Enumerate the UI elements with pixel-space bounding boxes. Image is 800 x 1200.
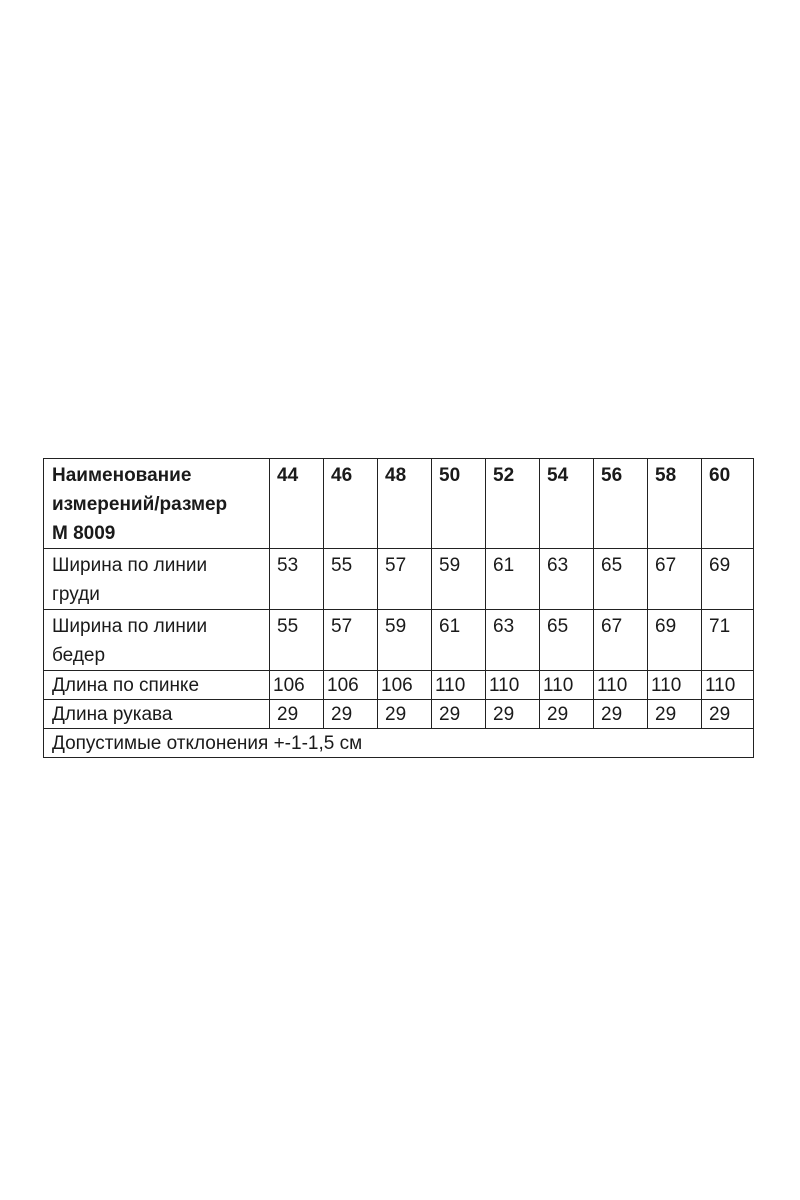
measurement-value-cell: 29 xyxy=(323,699,378,729)
measurement-label-line: Ширина по линии xyxy=(52,555,208,576)
measurement-label-line: бедер xyxy=(52,645,106,666)
measurement-value-cell: 110 xyxy=(647,670,702,700)
measurement-value-cell: 29 xyxy=(539,699,594,729)
measurement-label-line: груди xyxy=(52,584,100,605)
size-header-cell: 56 xyxy=(593,458,648,549)
footer-row: Допустимые отклонения +-1-1,5 см xyxy=(43,728,754,758)
size-header-cell: 60 xyxy=(701,458,754,549)
measurement-value-cell: 106 xyxy=(323,670,378,700)
size-header-cell: 48 xyxy=(377,458,432,549)
measurement-value-cell: 59 xyxy=(431,548,486,610)
header-label-line: измерений/размер xyxy=(52,494,228,515)
measurement-value-cell: 106 xyxy=(269,670,324,700)
measurement-value-cell: 65 xyxy=(593,548,648,610)
measurement-value-cell: 106 xyxy=(377,670,432,700)
measurement-row: Ширина по линии бедер 55 57 59 61 63 65 67 69 71 xyxy=(43,609,754,671)
measurement-value-cell: 29 xyxy=(647,699,702,729)
measurement-value-cell: 57 xyxy=(323,609,378,671)
measurement-value-cell: 110 xyxy=(485,670,540,700)
size-header-cell: 46 xyxy=(323,458,378,549)
measurement-value-cell: 29 xyxy=(485,699,540,729)
measurement-value-cell: 69 xyxy=(701,548,754,610)
size-header-cell: 54 xyxy=(539,458,594,549)
measurement-value-cell: 61 xyxy=(485,548,540,610)
model-number: М 8009 xyxy=(52,523,116,544)
measurement-value-cell: 29 xyxy=(431,699,486,729)
measurement-value-cell: 67 xyxy=(647,548,702,610)
measurement-value-cell: 63 xyxy=(485,609,540,671)
size-chart-table: Наименование измерений/размер М 8009 44 4… xyxy=(43,458,754,758)
measurement-label-cell: Длина по спинке xyxy=(43,670,270,700)
size-header-cell: 58 xyxy=(647,458,702,549)
size-header-cell: 52 xyxy=(485,458,540,549)
measurement-value-cell: 29 xyxy=(593,699,648,729)
header-label-line: Наименование xyxy=(52,465,192,486)
measurement-value-cell: 71 xyxy=(701,609,754,671)
measurement-label-cell: Длина рукава xyxy=(43,699,270,729)
measurement-value-cell: 55 xyxy=(269,609,324,671)
measurement-value-cell: 59 xyxy=(377,609,432,671)
measurement-row: Ширина по линии груди 53 55 57 59 61 63 65 67 69 xyxy=(43,548,754,610)
measurement-value-cell: 110 xyxy=(593,670,648,700)
size-header-cell: 44 xyxy=(269,458,324,549)
tolerance-note: Допустимые отклонения +-1-1,5 см xyxy=(43,728,754,758)
measurement-value-cell: 57 xyxy=(377,548,432,610)
measurement-value-cell: 110 xyxy=(539,670,594,700)
header-label-cell: Наименование измерений/размер М 8009 xyxy=(43,458,270,549)
measurement-value-cell: 63 xyxy=(539,548,594,610)
measurement-value-cell: 110 xyxy=(701,670,754,700)
measurement-label-line: Длина по спинке xyxy=(52,675,200,696)
measurement-label-cell: Ширина по линии бедер xyxy=(43,609,270,671)
measurement-value-cell: 29 xyxy=(269,699,324,729)
measurement-label-line: Ширина по линии xyxy=(52,616,208,637)
measurement-row: Длина рукава 29 29 29 29 29 29 29 29 29 xyxy=(43,699,754,729)
measurement-value-cell: 69 xyxy=(647,609,702,671)
measurement-label-line: Длина рукава xyxy=(52,704,173,725)
measurement-value-cell: 67 xyxy=(593,609,648,671)
measurement-value-cell: 65 xyxy=(539,609,594,671)
measurement-row: Длина по спинке 106 106 106 110 110 110 110 110 1… xyxy=(43,670,754,700)
header-row: Наименование измерений/размер М 8009 44 4… xyxy=(43,458,754,549)
measurement-value-cell: 29 xyxy=(377,699,432,729)
measurement-value-cell: 29 xyxy=(701,699,754,729)
measurement-label-cell: Ширина по линии груди xyxy=(43,548,270,610)
measurement-value-cell: 110 xyxy=(431,670,486,700)
measurement-value-cell: 53 xyxy=(269,548,324,610)
measurement-value-cell: 55 xyxy=(323,548,378,610)
size-header-cell: 50 xyxy=(431,458,486,549)
measurement-value-cell: 61 xyxy=(431,609,486,671)
